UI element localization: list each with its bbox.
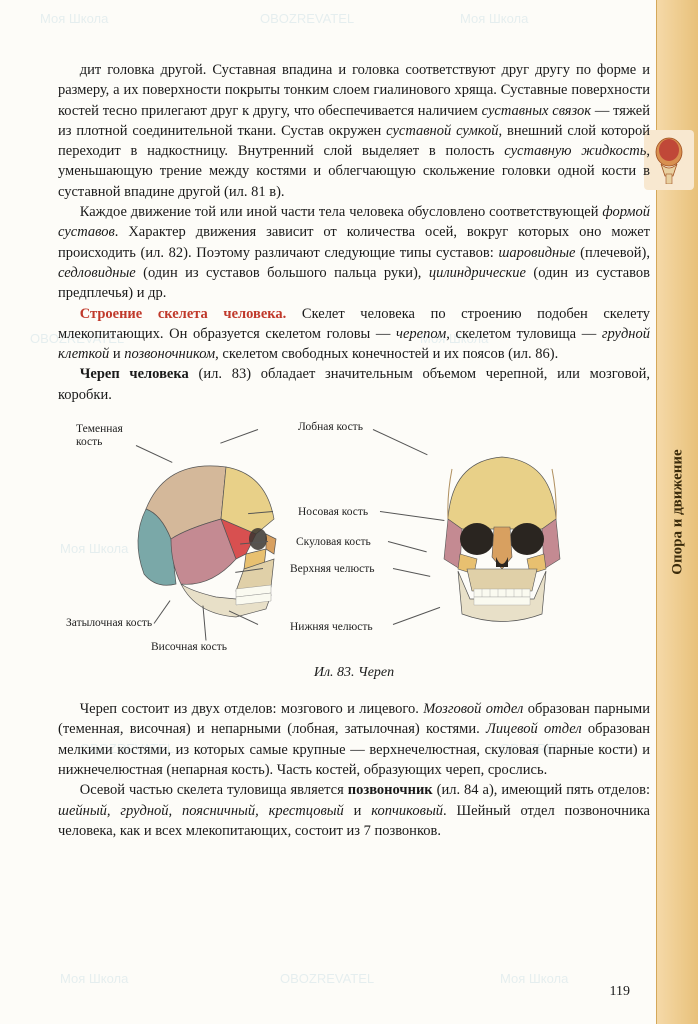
figure-caption: Ил. 83. Череп [58,663,650,683]
skull-frontal-view [362,419,642,659]
page-number: 119 [610,982,630,1002]
label-nasal: Носовая кость [298,504,368,520]
label-temporal: Височная кость [151,639,227,655]
label-parietal: Теменнаякость [76,423,136,448]
figure-skull: Теменнаякость Затылочная кость Височная … [58,419,650,689]
paragraph-5: Череп состоит из двух отделов: мозгового… [58,699,650,780]
paragraph-2: Каждое движение той или иной части тела … [58,202,650,303]
paragraph-1: дит головка другой. Суставная впадина и … [58,60,650,202]
paragraph-4: Череп человека (ил. 83) обладает значите… [58,364,650,405]
label-zygomatic: Скуловая кость [296,534,371,550]
paragraph-3: Строение скелета человека. Скелет челове… [58,304,650,365]
page-content: дит головка другой. Суставная впадина и … [0,0,698,1024]
label-mandible: Нижняя челюсть [290,619,373,635]
label-frontal: Лобная кость [298,419,363,435]
label-maxilla: Верхняя челюсть [290,561,374,577]
label-occipital: Затылочная кость [66,615,152,631]
paragraph-6: Осевой частью скелета туловища является … [58,780,650,841]
